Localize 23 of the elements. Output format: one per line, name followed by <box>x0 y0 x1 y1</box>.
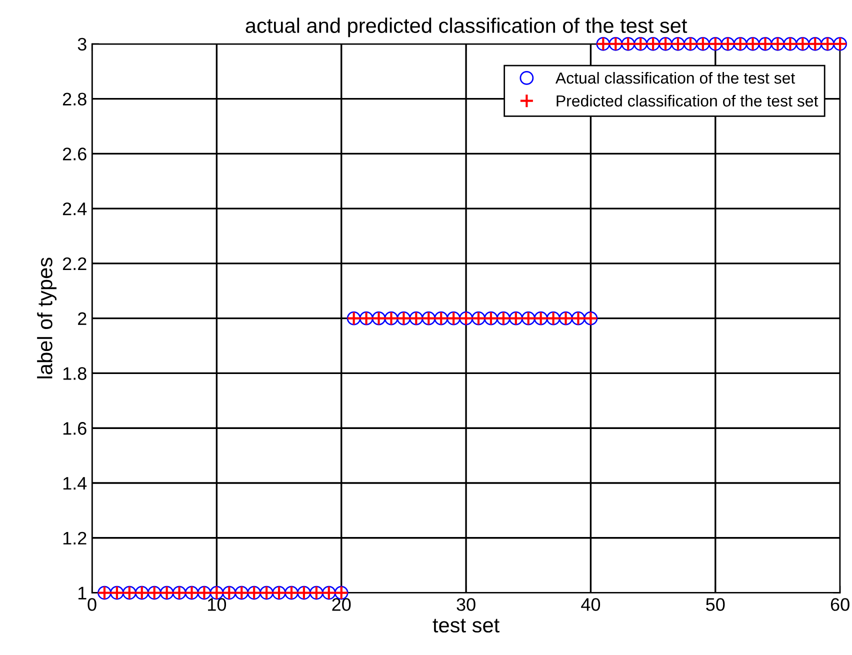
x-tick-label: 50 <box>706 598 725 611</box>
x-tick-label: 40 <box>581 598 600 611</box>
y-tick-label: 1.4 <box>63 477 87 490</box>
x-tick-label: 30 <box>456 598 476 611</box>
y-tick-label: 2.4 <box>62 202 87 216</box>
y-tick-label: 2.2 <box>62 257 86 270</box>
y-tick-label: 2.6 <box>62 148 86 160</box>
legend-label: Actual classification of the test set <box>555 72 796 84</box>
x-axis-title: test set <box>432 618 500 633</box>
y-tick-label: 2 <box>78 312 86 325</box>
y-tick-label: 1.6 <box>63 422 86 435</box>
chart-title: actual and predicted classification of the test set <box>246 18 688 38</box>
y-axis-title: label of types <box>37 258 56 378</box>
x-tick-label: 0 <box>88 598 96 611</box>
y-tick-label: 1.2 <box>63 532 86 544</box>
y-tick-label: 2.8 <box>62 92 86 106</box>
x-tick-label: 60 <box>830 598 850 611</box>
legend-label: Predicted classification of the test set <box>556 94 818 107</box>
y-tick-label: 1.8 <box>63 367 86 380</box>
x-tick-label: 10 <box>208 598 226 611</box>
x-tick-label: 20 <box>332 598 351 611</box>
y-tick-label: 1 <box>78 586 86 600</box>
y-tick-label: 3 <box>78 38 86 51</box>
